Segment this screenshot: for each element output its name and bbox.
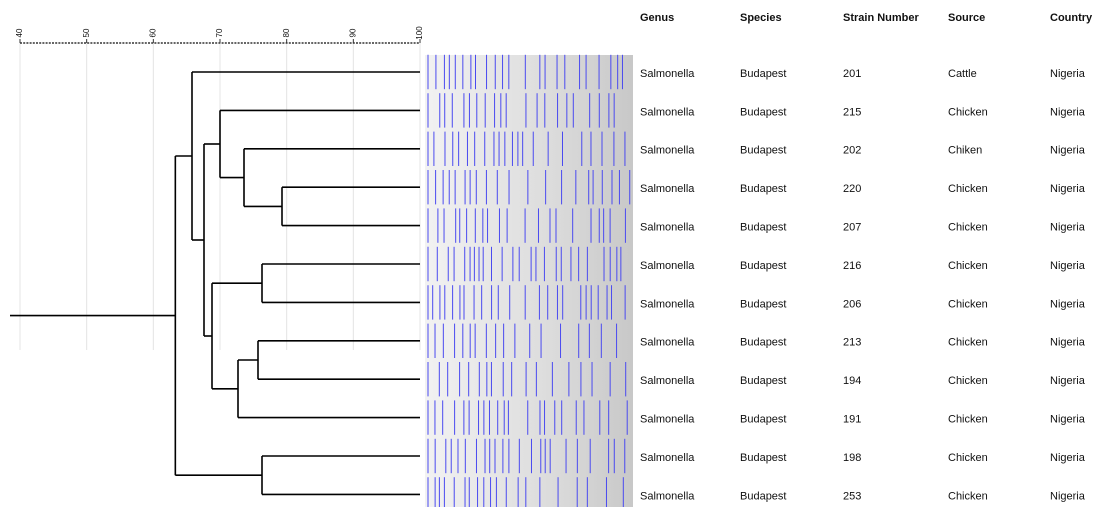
tick-label: 100: [415, 26, 424, 40]
table-cell: Chicken: [948, 222, 988, 234]
table-cell: Chicken: [948, 106, 988, 118]
table-cell: Budapest: [740, 260, 786, 272]
table-cell: Nigeria: [1050, 452, 1086, 464]
table-cell: 253: [843, 490, 861, 502]
table-cell: Chicken: [948, 375, 988, 387]
table-cell: Budapest: [740, 375, 786, 387]
table-cell: Salmonella: [640, 260, 695, 272]
table-cell: Budapest: [740, 106, 786, 118]
table-cell: Salmonella: [640, 145, 695, 157]
table-cell: Budapest: [740, 222, 786, 234]
table-cell: 207: [843, 222, 861, 234]
table-cell: Salmonella: [640, 452, 695, 464]
table-cell: Nigeria: [1050, 183, 1086, 195]
column-header: Country: [1050, 12, 1093, 24]
table-cell: Nigeria: [1050, 375, 1086, 387]
table-cell: 220: [843, 183, 861, 195]
table-cell: Nigeria: [1050, 68, 1086, 80]
table-cell: Salmonella: [640, 337, 695, 349]
gel-image: [425, 55, 633, 507]
table-cell: Chicken: [948, 452, 988, 464]
table-cell: 202: [843, 145, 861, 157]
tick-label: 50: [82, 28, 91, 37]
table-cell: Chicken: [948, 298, 988, 310]
table-cell: Chicken: [948, 490, 988, 502]
tick-label: 40: [15, 28, 24, 37]
table-cell: Salmonella: [640, 414, 695, 426]
table-cell: 191: [843, 414, 861, 426]
table-cell: Salmonella: [640, 183, 695, 195]
table-cell: Budapest: [740, 145, 786, 157]
table-cell: Nigeria: [1050, 145, 1086, 157]
column-header: Genus: [640, 12, 674, 24]
table-cell: Nigeria: [1050, 222, 1086, 234]
column-header: Species: [740, 12, 782, 24]
table-cell: 216: [843, 260, 861, 272]
table-cell: 206: [843, 298, 861, 310]
column-header: Strain Number: [843, 12, 920, 24]
table-cell: 198: [843, 452, 861, 464]
table-cell: Salmonella: [640, 222, 695, 234]
table-cell: 215: [843, 106, 861, 118]
tick-label: 90: [348, 28, 357, 37]
table-cell: Salmonella: [640, 106, 695, 118]
table-cell: 194: [843, 375, 861, 387]
table-cell: Budapest: [740, 414, 786, 426]
table-cell: Budapest: [740, 68, 786, 80]
table-cell: Salmonella: [640, 490, 695, 502]
table-cell: Budapest: [740, 490, 786, 502]
table-cell: Chicken: [948, 414, 988, 426]
figure: 40 50 60 70 80 90 100 Genus Species Strain Number…: [0, 0, 1096, 507]
table-cell: Nigeria: [1050, 260, 1086, 272]
table-cell: Chiken: [948, 145, 982, 157]
table-cell: 213: [843, 337, 861, 349]
table-cell: Nigeria: [1050, 106, 1086, 118]
table-cell: Nigeria: [1050, 414, 1086, 426]
table-cell: Budapest: [740, 452, 786, 464]
column-header: Source: [948, 12, 985, 24]
tick-label: 70: [215, 28, 224, 37]
table-cell: Budapest: [740, 298, 786, 310]
table-cell: Chicken: [948, 337, 988, 349]
table-cell: Budapest: [740, 337, 786, 349]
table-cell: Nigeria: [1050, 337, 1086, 349]
tick-label: 60: [148, 28, 157, 37]
table-cell: Nigeria: [1050, 298, 1086, 310]
table-cell: Nigeria: [1050, 490, 1086, 502]
table-cell: Budapest: [740, 183, 786, 195]
table-cell: Salmonella: [640, 298, 695, 310]
tick-label: 80: [282, 28, 291, 37]
table-cell: Chicken: [948, 260, 988, 272]
table-cell: Salmonella: [640, 68, 695, 80]
table-cell: Cattle: [948, 68, 977, 80]
table-cell: 201: [843, 68, 861, 80]
table-cell: Salmonella: [640, 375, 695, 387]
table-cell: Chicken: [948, 183, 988, 195]
